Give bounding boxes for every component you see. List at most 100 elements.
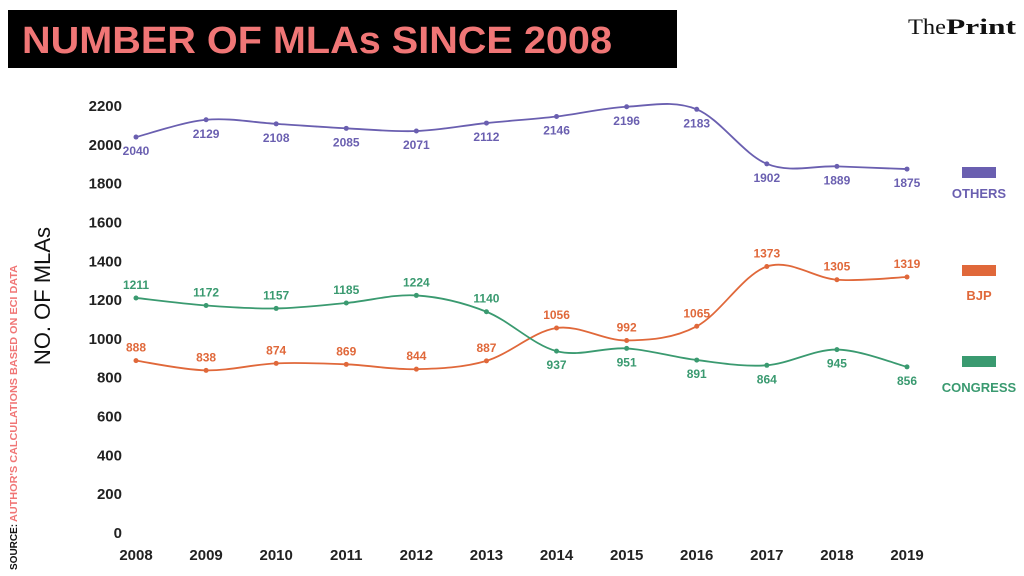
others-point <box>203 117 209 123</box>
congress-data-label: 951 <box>617 355 637 369</box>
bjp-point <box>133 358 139 364</box>
bjp-point <box>413 366 419 372</box>
others-line <box>135 103 908 170</box>
y-tick-label: 1400 <box>89 253 122 270</box>
x-tick-label: 2012 <box>400 547 433 564</box>
bjp-data-label: 992 <box>617 320 637 334</box>
bjp-legend-label: BJP <box>966 288 992 303</box>
congress-legend-label: CONGRESS <box>942 380 1017 395</box>
congress-data-label: 1185 <box>333 283 359 297</box>
bjp-data-label: 1056 <box>543 308 570 322</box>
y-tick-label: 2200 <box>89 98 122 115</box>
bjp-data-label: 1065 <box>683 306 710 320</box>
others-data-label: 2071 <box>403 138 430 152</box>
y-tick-label: 0 <box>114 525 122 542</box>
x-tick-label: 2017 <box>750 547 783 564</box>
congress-data-label: 891 <box>687 367 707 381</box>
bjp-point <box>904 274 910 280</box>
bjp-point <box>624 337 630 343</box>
others-point <box>554 113 560 119</box>
congress-data-label: 856 <box>897 374 917 388</box>
y-tick-label: 800 <box>97 370 122 387</box>
congress-point <box>694 357 700 363</box>
title-banner <box>8 10 677 68</box>
x-tick-label: 2013 <box>470 547 503 564</box>
chart-title: NUMBER OF MLAs SINCE 2008 <box>22 20 612 62</box>
source-note: SOURCE: AUTHOR'S CALCULATIONS BASED ON E… <box>9 265 20 570</box>
y-tick-label: 400 <box>97 447 122 464</box>
others-point <box>834 163 840 169</box>
bjp-point <box>203 367 209 373</box>
others-data-label: 1902 <box>753 171 780 185</box>
congress-point <box>483 309 489 315</box>
congress-data-label: 945 <box>827 357 847 371</box>
x-tick-label: 2016 <box>680 547 713 564</box>
others-legend-label: OTHERS <box>952 186 1007 201</box>
congress-data-label: 1157 <box>263 288 289 302</box>
congress-point <box>834 347 840 353</box>
congress-point <box>133 295 139 301</box>
bjp-point <box>273 360 279 366</box>
bjp-data-label: 869 <box>336 344 356 358</box>
x-tick-label: 2015 <box>610 547 643 564</box>
others-point <box>694 106 700 112</box>
others-point <box>764 161 770 167</box>
congress-point <box>413 292 419 298</box>
bjp-data-label: 888 <box>126 341 146 355</box>
others-point <box>624 104 630 110</box>
congress-point <box>764 362 770 368</box>
bjp-data-label: 1305 <box>824 260 851 274</box>
bjp-legend-swatch <box>962 265 996 276</box>
congress-data-label: 1172 <box>193 286 219 300</box>
bjp-point <box>554 325 560 331</box>
others-point <box>904 166 910 172</box>
bjp-data-label: 844 <box>406 349 426 363</box>
congress-point <box>904 364 910 370</box>
bjp-data-label: 1319 <box>894 257 921 271</box>
y-axis-label: NO. OF MLAs <box>30 227 55 365</box>
congress-line <box>135 294 908 368</box>
source-label: SOURCE: <box>9 524 20 570</box>
x-tick-label: 2014 <box>540 547 574 564</box>
x-ticks: 2008 2009 2010 2011 2012 2013 2014 2015 2016 2017… <box>119 547 923 564</box>
y-tick-label: 1200 <box>89 292 122 309</box>
x-tick-label: 2009 <box>189 547 222 564</box>
y-tick-label: 600 <box>97 409 122 426</box>
bjp-data-label: 1373 <box>753 247 780 261</box>
brand-light: The <box>908 14 946 39</box>
congress-legend-swatch <box>962 356 996 367</box>
congress-point <box>554 348 560 354</box>
bjp-point <box>834 277 840 283</box>
x-tick-label: 2011 <box>330 547 363 564</box>
others-point <box>483 120 489 126</box>
y-tick-label: 2000 <box>89 137 122 154</box>
others-data-label: 2108 <box>263 131 290 145</box>
others-data-label: 1875 <box>894 176 921 190</box>
bjp-data-label: 838 <box>196 350 216 364</box>
others-data-label: 2183 <box>683 116 710 130</box>
congress-data-label: 1224 <box>403 275 430 289</box>
others-point <box>343 125 349 131</box>
congress-data-label: 937 <box>547 358 567 372</box>
x-tick-label: 2018 <box>820 547 853 564</box>
source-text: AUTHOR'S CALCULATIONS BASED ON ECI DATA <box>9 265 20 522</box>
others-point <box>273 121 279 127</box>
others-data-label: 2040 <box>123 144 150 158</box>
others-legend-swatch <box>962 167 996 178</box>
others-data-label: 2112 <box>473 130 499 144</box>
brand-bold: Print <box>946 14 1017 39</box>
y-tick-label: 1600 <box>89 214 122 231</box>
y-tick-label: 200 <box>97 486 122 503</box>
bjp-point <box>764 264 770 270</box>
series-lines: 2040 2129 2108 2085 2071 2112 2146 2196 2183 1902… <box>123 103 921 388</box>
x-tick-label: 2008 <box>119 547 152 564</box>
bjp-line <box>135 263 908 372</box>
others-point <box>413 128 419 134</box>
congress-data-label: 864 <box>757 372 777 386</box>
x-tick-label: 2010 <box>259 547 292 564</box>
bjp-point <box>694 323 700 329</box>
others-data-label: 2146 <box>543 123 570 137</box>
congress-point <box>343 300 349 306</box>
bjp-point <box>483 358 489 364</box>
others-data-label: 2085 <box>333 135 360 149</box>
